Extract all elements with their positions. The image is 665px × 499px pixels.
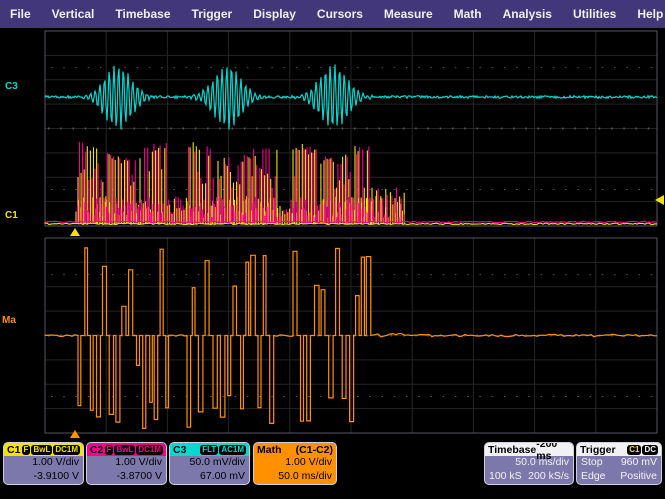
menu-cursors[interactable]: Cursors: [316, 7, 363, 21]
c1-header: C1 F BwL DC1M: [4, 443, 83, 456]
math-vdiv: 1.00 V/div: [285, 456, 332, 468]
c2-header: C2 F BwL DC1M: [87, 443, 166, 456]
math-time-marker: [70, 430, 80, 438]
menu-trigger[interactable]: Trigger: [191, 7, 233, 21]
timebase-per-div: 50.0 ms/div: [515, 456, 569, 468]
c2-vdiv: 1.00 V/div: [115, 456, 162, 468]
c3-badge-ac1m: AC1M: [219, 444, 246, 455]
c3-id: C3: [173, 443, 187, 456]
math-tdiv: 50.0 ms/div: [278, 469, 332, 482]
math-title: Math: [257, 443, 282, 456]
math-trace-label[interactable]: Ma: [2, 315, 16, 326]
menu-help[interactable]: Help: [637, 7, 664, 21]
waveform-area[interactable]: C3 C1 Ma: [0, 28, 665, 438]
c3-header: C3 FLT AC1M: [170, 443, 249, 456]
math-header: Math (C1-C2): [254, 443, 336, 456]
timebase-descriptor[interactable]: Timebase -200 ms 50.0 ms/div 100 kS 200 …: [484, 442, 574, 485]
c3-offset: 67.00 mV: [200, 469, 245, 482]
channel-descriptor-c2[interactable]: C2 F BwL DC1M 1.00 V/div -3.8700 V: [86, 442, 167, 485]
c2-badge-f: F: [104, 444, 114, 455]
c3-trace-label[interactable]: C3: [5, 81, 18, 92]
menu-bar: File Vertical Timebase Trigger Display C…: [0, 0, 665, 28]
c3-vdiv: 50.0 mV/div: [189, 456, 245, 468]
scope-canvas[interactable]: [0, 28, 665, 438]
menu-analysis[interactable]: Analysis: [502, 7, 552, 21]
channel-descriptor-c1[interactable]: C1 F BwL DC1M 1.00 V/div -3.9100 V: [3, 442, 84, 485]
trigger-level: 960 mV: [620, 456, 657, 468]
menu-file[interactable]: File: [10, 7, 31, 21]
c1-offset: -3.9100 V: [33, 469, 79, 482]
trigger-type: Edge: [581, 469, 606, 482]
c1-trace-label[interactable]: C1: [5, 210, 18, 221]
menu-math[interactable]: Math: [453, 7, 482, 21]
menu-timebase[interactable]: Timebase: [115, 7, 171, 21]
trigger-slope: Positive: [620, 469, 657, 482]
c2-badge-bwl: BwL: [114, 444, 136, 455]
timebase-delay: -200 ms: [536, 442, 558, 462]
channel-descriptor-c3[interactable]: C3 FLT AC1M 50.0 mV/div 67.00 mV: [169, 442, 250, 485]
trigger-coupling-badge: DC: [642, 444, 658, 455]
menu-vertical[interactable]: Vertical: [51, 7, 95, 21]
trigger-header: Trigger C1 DC: [577, 443, 661, 456]
c1-badge-f: F: [21, 444, 31, 455]
timebase-title: Timebase: [488, 443, 537, 456]
trigger-descriptor[interactable]: Trigger C1 DC Stop 960 mV Edge Positive: [576, 442, 662, 485]
trigger-level-marker: [655, 195, 664, 205]
trigger-source-badge: C1: [627, 444, 642, 455]
trigger-mode: Stop: [581, 456, 603, 468]
c1-vdiv: 1.00 V/div: [32, 456, 79, 468]
c1-badge-dc1m: DC1M: [53, 444, 80, 455]
menu-display[interactable]: Display: [253, 7, 296, 21]
c2-badge-dc1m: DC1M: [136, 444, 163, 455]
timebase-header: Timebase -200 ms: [485, 443, 573, 462]
menu-measure[interactable]: Measure: [383, 7, 433, 21]
c1-id: C1: [7, 443, 21, 456]
c1-badge-bwl: BwL: [31, 444, 53, 455]
trigger-title: Trigger: [580, 443, 616, 456]
c2-id: C2: [90, 443, 104, 456]
math-descriptor[interactable]: Math (C1-C2) 1.00 V/div 50.0 ms/div: [253, 442, 337, 485]
c3-badge-flt: FLT: [200, 444, 219, 455]
timebase-rate: 200 kS/s: [528, 469, 569, 482]
math-expression: (C1-C2): [295, 443, 333, 456]
status-bar: C1 F BwL DC1M 1.00 V/div -3.9100 V C2 F …: [0, 438, 665, 499]
menu-utilities[interactable]: Utilities: [572, 7, 617, 21]
trigger-time-marker: [70, 228, 80, 236]
c2-offset: -3.8700 V: [116, 469, 162, 482]
timebase-samples: 100 kS: [489, 469, 522, 482]
